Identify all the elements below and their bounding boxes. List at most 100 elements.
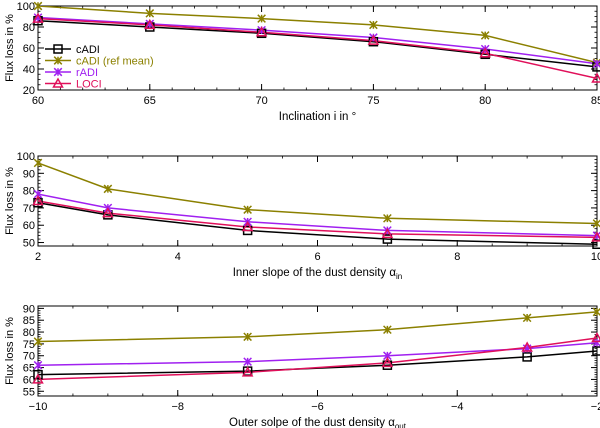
y-tick-label: 20 <box>23 85 35 97</box>
data-point-cadi_ref <box>103 184 113 194</box>
legend-label: cADI (ref mean) <box>76 56 154 68</box>
x-tick-label: 6 <box>314 251 320 263</box>
data-point-loci <box>32 194 44 206</box>
data-point-cadi_ref <box>383 325 392 335</box>
series-line-loci <box>38 337 597 381</box>
series-layer <box>38 6 597 80</box>
data-point-radi <box>33 360 43 370</box>
data-point-cadi <box>592 346 600 356</box>
y-tick-label: 55 <box>23 386 35 398</box>
y-tick-label: 90 <box>23 168 35 180</box>
y-tick-label: 80 <box>23 22 35 34</box>
data-point-loci <box>367 34 380 45</box>
data-point-loci <box>32 12 44 23</box>
y-tick-label: 60 <box>23 43 35 55</box>
legend-marker <box>53 56 63 65</box>
legend-marker <box>53 44 63 54</box>
x-axis-label-text: Inner slope of the dust density α <box>233 267 397 279</box>
data-point-loci <box>591 231 600 242</box>
data-point-cadi <box>522 352 532 362</box>
marker-layer <box>32 1 600 83</box>
series-line-loci <box>38 200 597 239</box>
y-axis-label: Flux loss in % <box>4 14 16 82</box>
x-tick-label: 60 <box>32 95 44 107</box>
data-point-loci <box>381 227 394 239</box>
y-tick-label: 70 <box>23 351 35 363</box>
data-point-loci <box>521 341 533 352</box>
data-point-loci <box>102 207 114 218</box>
x-tick-label: 75 <box>367 95 379 107</box>
series-line-cadi_ref <box>38 311 597 343</box>
series-line-loci <box>38 17 597 80</box>
data-point-loci <box>241 366 254 377</box>
legend-item-radi: rADI <box>45 67 98 79</box>
legend-item-cadi_ref: cADI (ref mean) <box>45 56 154 68</box>
x-axis-label: Inclination i in ° <box>279 111 356 123</box>
y-tick-label: 70 <box>23 203 35 215</box>
legend-item-cadi: cADI <box>45 44 100 56</box>
x-axis-label-text: Inclination i in ° <box>279 111 356 123</box>
data-point-loci <box>591 331 600 343</box>
data-point-loci <box>144 18 156 30</box>
y-tick-label: 80 <box>23 327 35 339</box>
x-tick-label: 80 <box>479 95 491 107</box>
data-point-cadi_ref <box>145 9 155 18</box>
data-point-radi <box>243 357 252 366</box>
data-point-loci <box>255 26 268 37</box>
legend-item-loci: LOCI <box>45 77 102 91</box>
data-point-cadi_ref <box>243 205 252 214</box>
x-tick-label: 4 <box>175 251 181 263</box>
x-tick-label: 2 <box>35 251 41 263</box>
data-point-loci <box>479 47 491 58</box>
data-point-cadi_ref <box>383 213 392 223</box>
x-tick-label: 8 <box>454 251 460 263</box>
y-tick-label: 75 <box>23 339 35 351</box>
data-point-cadi <box>382 234 393 244</box>
data-point-loci <box>241 220 254 232</box>
x-tick-label: −4 <box>451 401 464 413</box>
data-point-cadi_ref <box>33 158 43 168</box>
plot-frame <box>37 5 598 91</box>
legend-marker <box>53 67 63 77</box>
data-point-cadi_ref <box>257 14 266 23</box>
legend-label: rADI <box>76 67 98 79</box>
y-tick-label: 100 <box>17 151 35 163</box>
data-point-loci <box>381 356 394 368</box>
legend-label: LOCI <box>76 79 102 91</box>
series-line-cadi_ref <box>38 6 597 64</box>
y-tick-label: 65 <box>23 363 35 375</box>
x-axis-label-text: Outer solpe of the dust density α <box>229 417 395 428</box>
data-point-cadi_ref <box>369 20 378 30</box>
marker-layer <box>32 307 600 384</box>
x-tick-label: −10 <box>29 401 48 413</box>
y-axis-label: Flux loss in % <box>4 317 16 385</box>
data-point-cadi_ref <box>522 313 532 323</box>
y-axis-label: Flux loss in % <box>4 167 16 235</box>
series-line-radi <box>38 16 597 65</box>
data-point-cadi_ref <box>33 337 43 346</box>
x-tick-label: −8 <box>171 401 184 413</box>
legend-label: cADI <box>76 44 100 56</box>
y-tick-label: 80 <box>23 186 35 198</box>
y-tick-label: 50 <box>23 238 35 250</box>
data-point-loci <box>32 373 44 384</box>
x-tick-label: 85 <box>591 95 600 107</box>
x-axis-label: Outer solpe of the dust density αout <box>229 417 407 428</box>
series-layer <box>38 311 597 381</box>
x-axis-label-subscript: in <box>396 272 402 281</box>
series-layer <box>38 162 597 246</box>
y-tick-label: 90 <box>23 303 35 315</box>
data-point-loci <box>591 72 600 83</box>
series-line-radi <box>38 341 597 366</box>
x-axis-label-subscript: out <box>395 422 407 428</box>
marker-layer <box>32 158 600 250</box>
x-tick-label: −2 <box>591 401 600 413</box>
series-line-cadi <box>38 350 597 376</box>
data-point-cadi_ref <box>243 332 252 342</box>
plot-frame <box>37 155 598 247</box>
y-tick-label: 60 <box>23 220 35 232</box>
